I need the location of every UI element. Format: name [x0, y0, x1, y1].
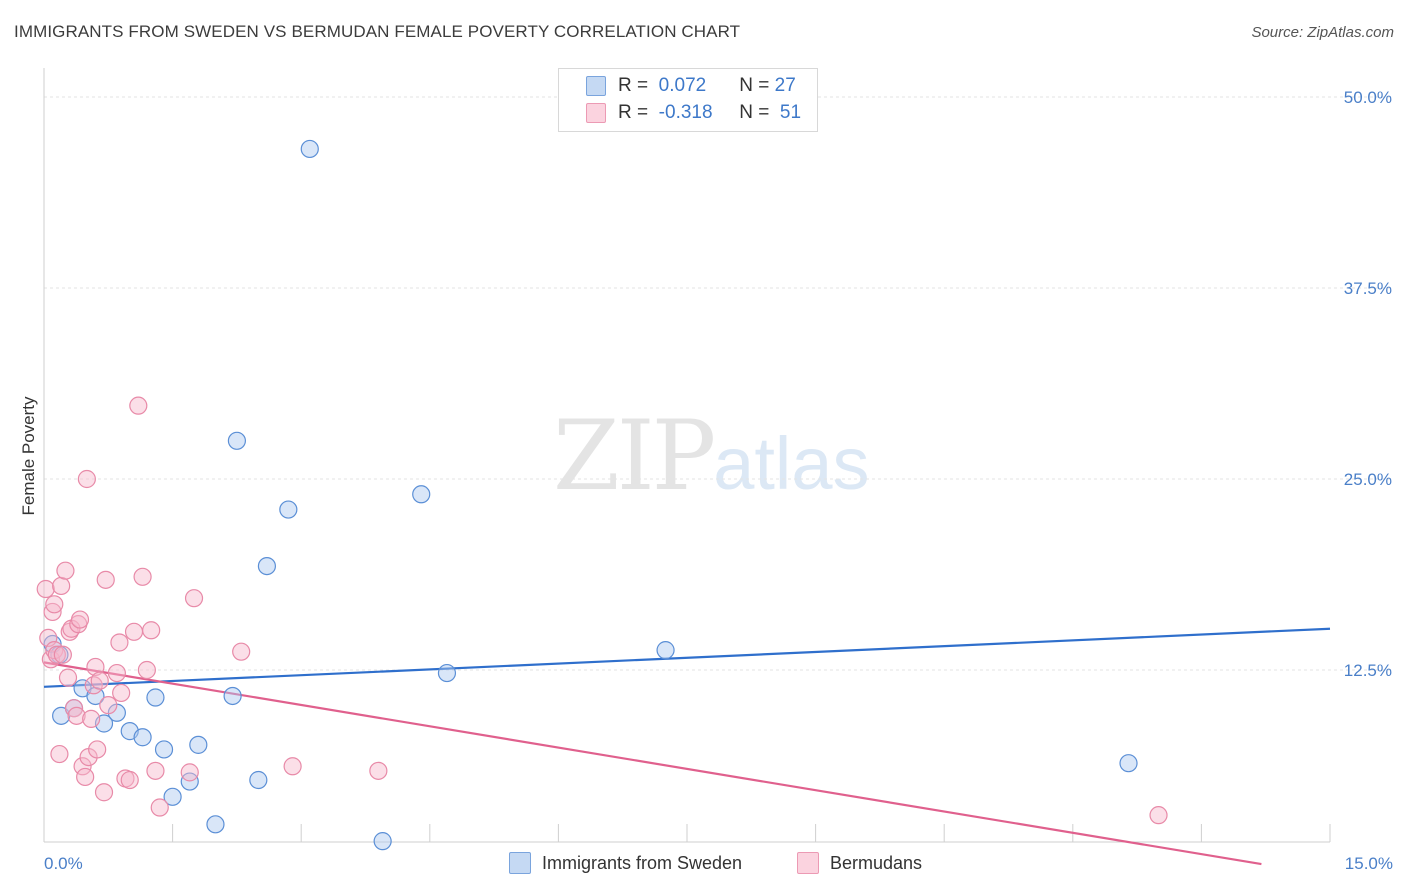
point-sweden	[154, 740, 174, 759]
point-sweden	[1119, 754, 1138, 773]
point-bermudans	[73, 757, 92, 776]
axis-labels: 12.5% 25.0% 37.5% 50.0% 0.0% 15.0% Female Pove…	[19, 88, 1393, 873]
point-bermudans	[58, 668, 78, 687]
legend-swatch-sweden	[586, 76, 606, 96]
point-bermudans	[70, 610, 90, 629]
point-sweden	[163, 787, 182, 806]
y-tick-label: 37.5%	[1344, 279, 1392, 298]
point-bermudans	[137, 660, 156, 680]
point-bermudans	[110, 633, 129, 652]
point-bermudans	[82, 709, 101, 728]
point-bermudans	[90, 671, 109, 690]
legend-n-value: 27	[774, 75, 796, 96]
point-sweden	[656, 641, 675, 660]
point-sweden	[146, 688, 165, 707]
legend-row-sweden: R = 0.072 N = 27	[559, 73, 796, 99]
chart-title: IMMIGRANTS FROM SWEDEN VS BERMUDAN FEMAL…	[14, 22, 741, 41]
watermark: ZIPatlas	[553, 400, 870, 512]
point-sweden	[279, 500, 298, 519]
legend-n-label: N =	[739, 75, 770, 96]
point-bermudans	[53, 645, 72, 664]
point-bermudans	[232, 642, 251, 661]
point-bermudans	[88, 740, 107, 759]
point-bermudans	[96, 570, 115, 589]
point-sweden	[227, 431, 246, 450]
point-bermudans	[36, 579, 55, 599]
point-bermudans	[43, 602, 62, 622]
trend-lines	[43, 627, 1331, 866]
point-bermudans	[129, 396, 148, 415]
legend-r-label: R =	[618, 75, 649, 96]
legend-row-bermudans: R = -0.318 N = 51	[559, 100, 801, 126]
legend-n-label: N =	[739, 102, 770, 123]
point-bermudans	[124, 622, 144, 641]
stats-legend: R = 0.072 N = 27 R = -0.318 N = 51	[558, 68, 818, 132]
watermark-zip: ZIP	[553, 400, 716, 512]
point-sweden	[180, 772, 199, 791]
data-points	[36, 139, 1168, 851]
point-bermudans	[86, 657, 105, 677]
point-bermudans	[99, 696, 118, 715]
point-bermudans	[180, 763, 199, 782]
point-bermudans	[184, 589, 204, 608]
bottom-legend-sweden: Immigrants from Sweden	[509, 852, 742, 874]
bottom-legend-swatch-sweden	[509, 852, 531, 874]
point-sweden	[189, 735, 208, 754]
point-sweden	[437, 663, 457, 683]
point-bermudans	[107, 663, 126, 683]
point-bermudans	[1149, 806, 1168, 825]
point-sweden	[133, 728, 152, 747]
point-bermudans	[112, 683, 131, 703]
legend-r-value: 0.072	[658, 75, 707, 96]
point-bermudans	[146, 761, 165, 780]
point-bermudans	[76, 767, 95, 787]
x-tick-label: 0.0%	[44, 854, 83, 873]
point-bermudans	[50, 744, 69, 764]
bottom-legend-label-bermudans: Bermudans	[830, 852, 923, 873]
legend-r-value: -0.318	[658, 102, 713, 123]
bottom-legend-label-sweden: Immigrants from Sweden	[542, 852, 743, 873]
legend-swatch-bermudans	[586, 103, 606, 123]
legend-n-value: 51	[779, 102, 802, 123]
point-bermudans	[45, 595, 64, 614]
trend-line-sweden	[43, 627, 1331, 688]
watermark-atlas: atlas	[713, 422, 870, 505]
point-sweden	[412, 485, 431, 504]
point-bermudans	[283, 757, 302, 776]
point-bermudans	[133, 567, 152, 586]
point-sweden	[223, 686, 242, 706]
point-bermudans	[56, 561, 75, 580]
point-bermudans	[369, 761, 388, 780]
x-tick-label: 15.0%	[1345, 854, 1393, 873]
source-credit: Source: ZipAtlas.com	[1251, 24, 1394, 41]
y-tick-label: 25.0%	[1344, 470, 1392, 489]
y-tick-label: 12.5%	[1344, 661, 1392, 680]
point-sweden	[373, 832, 392, 851]
point-sweden	[300, 139, 319, 159]
point-bermudans	[77, 469, 96, 489]
trend-line-bermudans	[43, 661, 1262, 866]
point-sweden	[249, 770, 268, 790]
point-bermudans	[120, 770, 139, 790]
grid-lines	[44, 96, 1392, 671]
point-bermudans	[94, 783, 114, 802]
point-bermudans	[67, 706, 86, 725]
axes	[43, 68, 1331, 843]
point-bermudans	[52, 576, 71, 596]
point-bermudans	[47, 645, 66, 664]
y-axis-label: Female Poverty	[19, 396, 38, 516]
bottom-legend-swatch-bermudans	[797, 852, 819, 874]
bottom-legend-bermudans: Bermudans	[797, 852, 922, 874]
y-tick-label: 50.0%	[1344, 88, 1392, 107]
legend-r-label: R =	[618, 102, 649, 123]
point-sweden	[206, 815, 225, 834]
point-sweden	[257, 556, 277, 576]
point-bermudans	[150, 798, 169, 817]
point-bermudans	[142, 621, 161, 640]
